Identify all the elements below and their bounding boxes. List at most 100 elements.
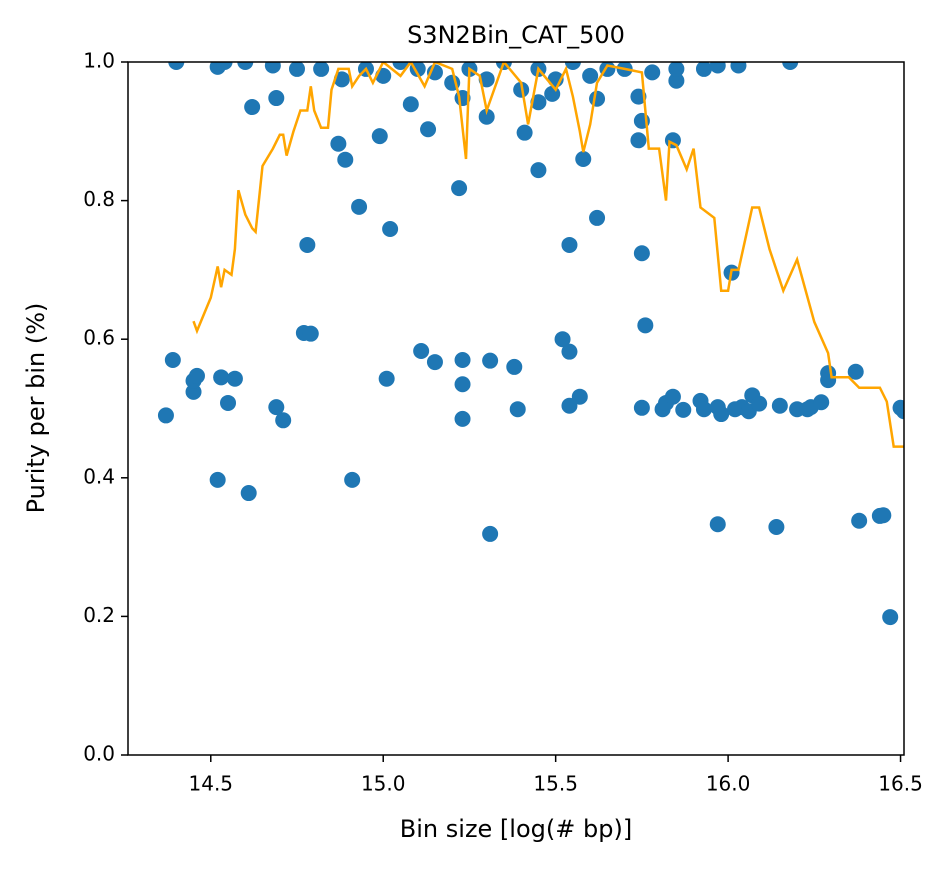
point <box>426 354 443 371</box>
x-axis-label: Bin size [log(# bp)] <box>400 815 632 843</box>
point <box>302 325 319 342</box>
point <box>882 609 899 626</box>
point <box>392 62 409 70</box>
point <box>330 135 347 152</box>
point <box>244 99 261 116</box>
point <box>264 62 281 74</box>
point <box>633 399 650 416</box>
point <box>454 351 471 368</box>
point <box>313 62 330 77</box>
point <box>730 62 747 74</box>
point <box>544 85 561 102</box>
point <box>168 62 185 70</box>
point <box>675 401 692 418</box>
point <box>575 151 592 168</box>
y-tick-label: 0.2 <box>83 603 115 627</box>
point <box>237 62 254 70</box>
point <box>213 369 230 386</box>
y-tick-label: 1.0 <box>83 49 115 73</box>
point <box>875 507 892 524</box>
point <box>564 62 581 70</box>
point <box>506 358 523 375</box>
point <box>185 383 202 400</box>
point <box>768 519 785 536</box>
point <box>571 388 588 405</box>
point <box>509 401 526 418</box>
point <box>482 352 499 369</box>
point <box>847 363 864 380</box>
point <box>351 198 368 215</box>
line <box>192 62 904 448</box>
point <box>268 399 285 416</box>
point <box>713 406 730 423</box>
point <box>478 108 495 125</box>
y-axis-label: Purity per bin (%) <box>22 303 50 514</box>
point <box>695 62 712 77</box>
point <box>482 525 499 542</box>
point <box>851 512 868 529</box>
y-tick-label: 0.8 <box>83 187 115 211</box>
point <box>668 62 685 77</box>
point <box>589 209 606 226</box>
point <box>630 88 647 105</box>
point <box>288 62 305 77</box>
axes-frame <box>127 61 905 756</box>
point <box>530 162 547 179</box>
y-tick-label: 0.0 <box>83 742 115 766</box>
point <box>402 96 419 113</box>
x-tick-label: 16.0 <box>706 772 751 796</box>
point <box>188 367 205 384</box>
point <box>782 62 799 70</box>
point <box>813 394 830 411</box>
point <box>589 90 606 107</box>
point <box>561 236 578 253</box>
point <box>268 90 285 107</box>
point <box>299 236 316 253</box>
chart-title: S3N2Bin_CAT_500 <box>407 21 625 49</box>
plot-area <box>157 62 904 626</box>
point <box>630 132 647 149</box>
point <box>633 245 650 262</box>
point <box>378 370 395 387</box>
point <box>344 471 361 488</box>
point <box>637 317 654 334</box>
point <box>420 121 437 138</box>
point <box>454 410 471 427</box>
point <box>644 64 661 81</box>
point <box>530 94 547 111</box>
x-tick-label: 16.5 <box>878 772 923 796</box>
point <box>240 485 257 502</box>
point <box>668 72 685 89</box>
point <box>751 395 768 412</box>
point <box>664 388 681 405</box>
point <box>820 372 837 389</box>
point <box>695 401 712 418</box>
point <box>664 132 681 149</box>
point <box>371 128 388 145</box>
point <box>771 397 788 414</box>
point <box>209 471 226 488</box>
point <box>333 71 350 88</box>
point <box>582 67 599 84</box>
point <box>709 516 726 533</box>
point <box>478 71 495 88</box>
point <box>337 151 354 168</box>
x-tick-label: 15.5 <box>533 772 578 796</box>
point <box>164 351 181 368</box>
point <box>554 331 571 348</box>
point <box>709 62 726 74</box>
y-tick-label: 0.4 <box>83 464 115 488</box>
point <box>226 370 243 387</box>
point <box>220 394 237 411</box>
point <box>382 221 399 238</box>
point <box>516 124 533 141</box>
point <box>451 180 468 197</box>
y-tick-label: 0.6 <box>83 326 115 350</box>
x-tick-label: 15.0 <box>361 772 406 796</box>
point <box>454 376 471 393</box>
point <box>896 403 904 420</box>
point <box>275 412 292 429</box>
x-tick-label: 14.5 <box>189 772 234 796</box>
